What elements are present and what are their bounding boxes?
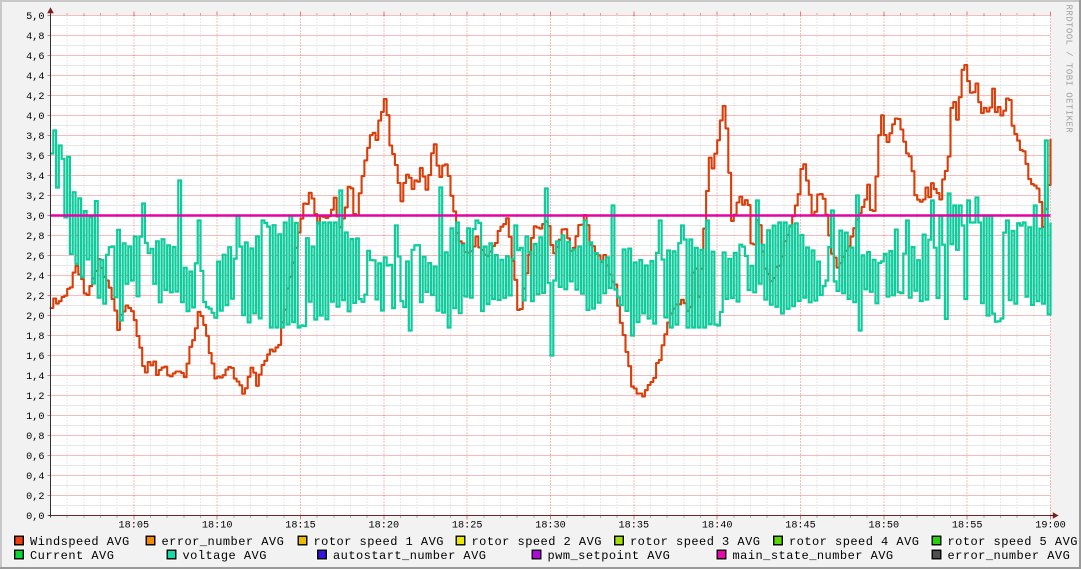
svg-text:4,2: 4,2 (26, 92, 44, 103)
svg-text:3,8: 3,8 (26, 132, 44, 143)
svg-text:3,6: 3,6 (26, 152, 44, 163)
svg-text:2,0: 2,0 (26, 312, 44, 323)
svg-text:0,4: 0,4 (26, 472, 44, 483)
svg-text:rotor speed 3 AVG: rotor speed 3 AVG (630, 535, 760, 549)
svg-text:0,0: 0,0 (26, 512, 44, 523)
svg-text:4,0: 4,0 (26, 112, 44, 123)
svg-text:18:45: 18:45 (785, 521, 816, 532)
svg-text:18:15: 18:15 (285, 521, 316, 532)
svg-text:Current AVG: Current AVG (30, 549, 114, 563)
svg-text:18:35: 18:35 (619, 521, 650, 532)
svg-text:main_state_number AVG: main_state_number AVG (733, 549, 894, 563)
svg-text:1,6: 1,6 (26, 352, 44, 363)
svg-text:0,6: 0,6 (26, 452, 44, 463)
svg-text:1,2: 1,2 (26, 392, 44, 403)
svg-text:rotor speed 5 AVG: rotor speed 5 AVG (948, 535, 1078, 549)
svg-text:18:50: 18:50 (869, 521, 900, 532)
svg-text:5,0: 5,0 (26, 12, 44, 23)
svg-text:2,6: 2,6 (26, 252, 44, 263)
svg-text:Windspeed AVG: Windspeed AVG (30, 535, 130, 549)
svg-text:pwm_setpoint AVG: pwm_setpoint AVG (548, 549, 671, 563)
svg-text:3,2: 3,2 (26, 192, 44, 203)
svg-text:2,2: 2,2 (26, 292, 44, 303)
svg-text:0,8: 0,8 (26, 432, 44, 443)
svg-text:1,0: 1,0 (26, 412, 44, 423)
svg-text:18:20: 18:20 (369, 521, 400, 532)
svg-text:19:00: 19:00 (1035, 521, 1066, 532)
svg-text:0,2: 0,2 (26, 492, 44, 503)
svg-text:18:55: 18:55 (952, 521, 983, 532)
svg-text:3,4: 3,4 (26, 172, 44, 183)
svg-text:rotor speed 1 AVG: rotor speed 1 AVG (314, 535, 444, 549)
svg-text:18:10: 18:10 (202, 521, 233, 532)
svg-text:18:30: 18:30 (535, 521, 566, 532)
svg-text:2,4: 2,4 (26, 272, 44, 283)
svg-text:error_number AVG: error_number AVG (162, 535, 285, 549)
svg-text:1,8: 1,8 (26, 332, 44, 343)
svg-text:voltage AVG: voltage AVG (183, 549, 267, 563)
svg-text:RRDTOOL / TOBI OETIKER: RRDTOOL / TOBI OETIKER (1064, 5, 1074, 134)
svg-text:autostart_number AVG: autostart_number AVG (333, 549, 486, 563)
svg-text:2,8: 2,8 (26, 232, 44, 243)
svg-text:error_number AVG: error_number AVG (948, 549, 1071, 563)
svg-text:4,8: 4,8 (26, 32, 44, 43)
svg-text:rotor speed 4 AVG: rotor speed 4 AVG (789, 535, 919, 549)
svg-text:4,6: 4,6 (26, 52, 44, 63)
svg-text:18:05: 18:05 (119, 521, 150, 532)
svg-text:4,4: 4,4 (26, 72, 44, 83)
svg-text:1,4: 1,4 (26, 372, 44, 383)
svg-text:18:25: 18:25 (452, 521, 483, 532)
svg-text:18:40: 18:40 (702, 521, 733, 532)
svg-text:rotor speed 2 AVG: rotor speed 2 AVG (472, 535, 602, 549)
svg-text:3,0: 3,0 (26, 212, 44, 223)
